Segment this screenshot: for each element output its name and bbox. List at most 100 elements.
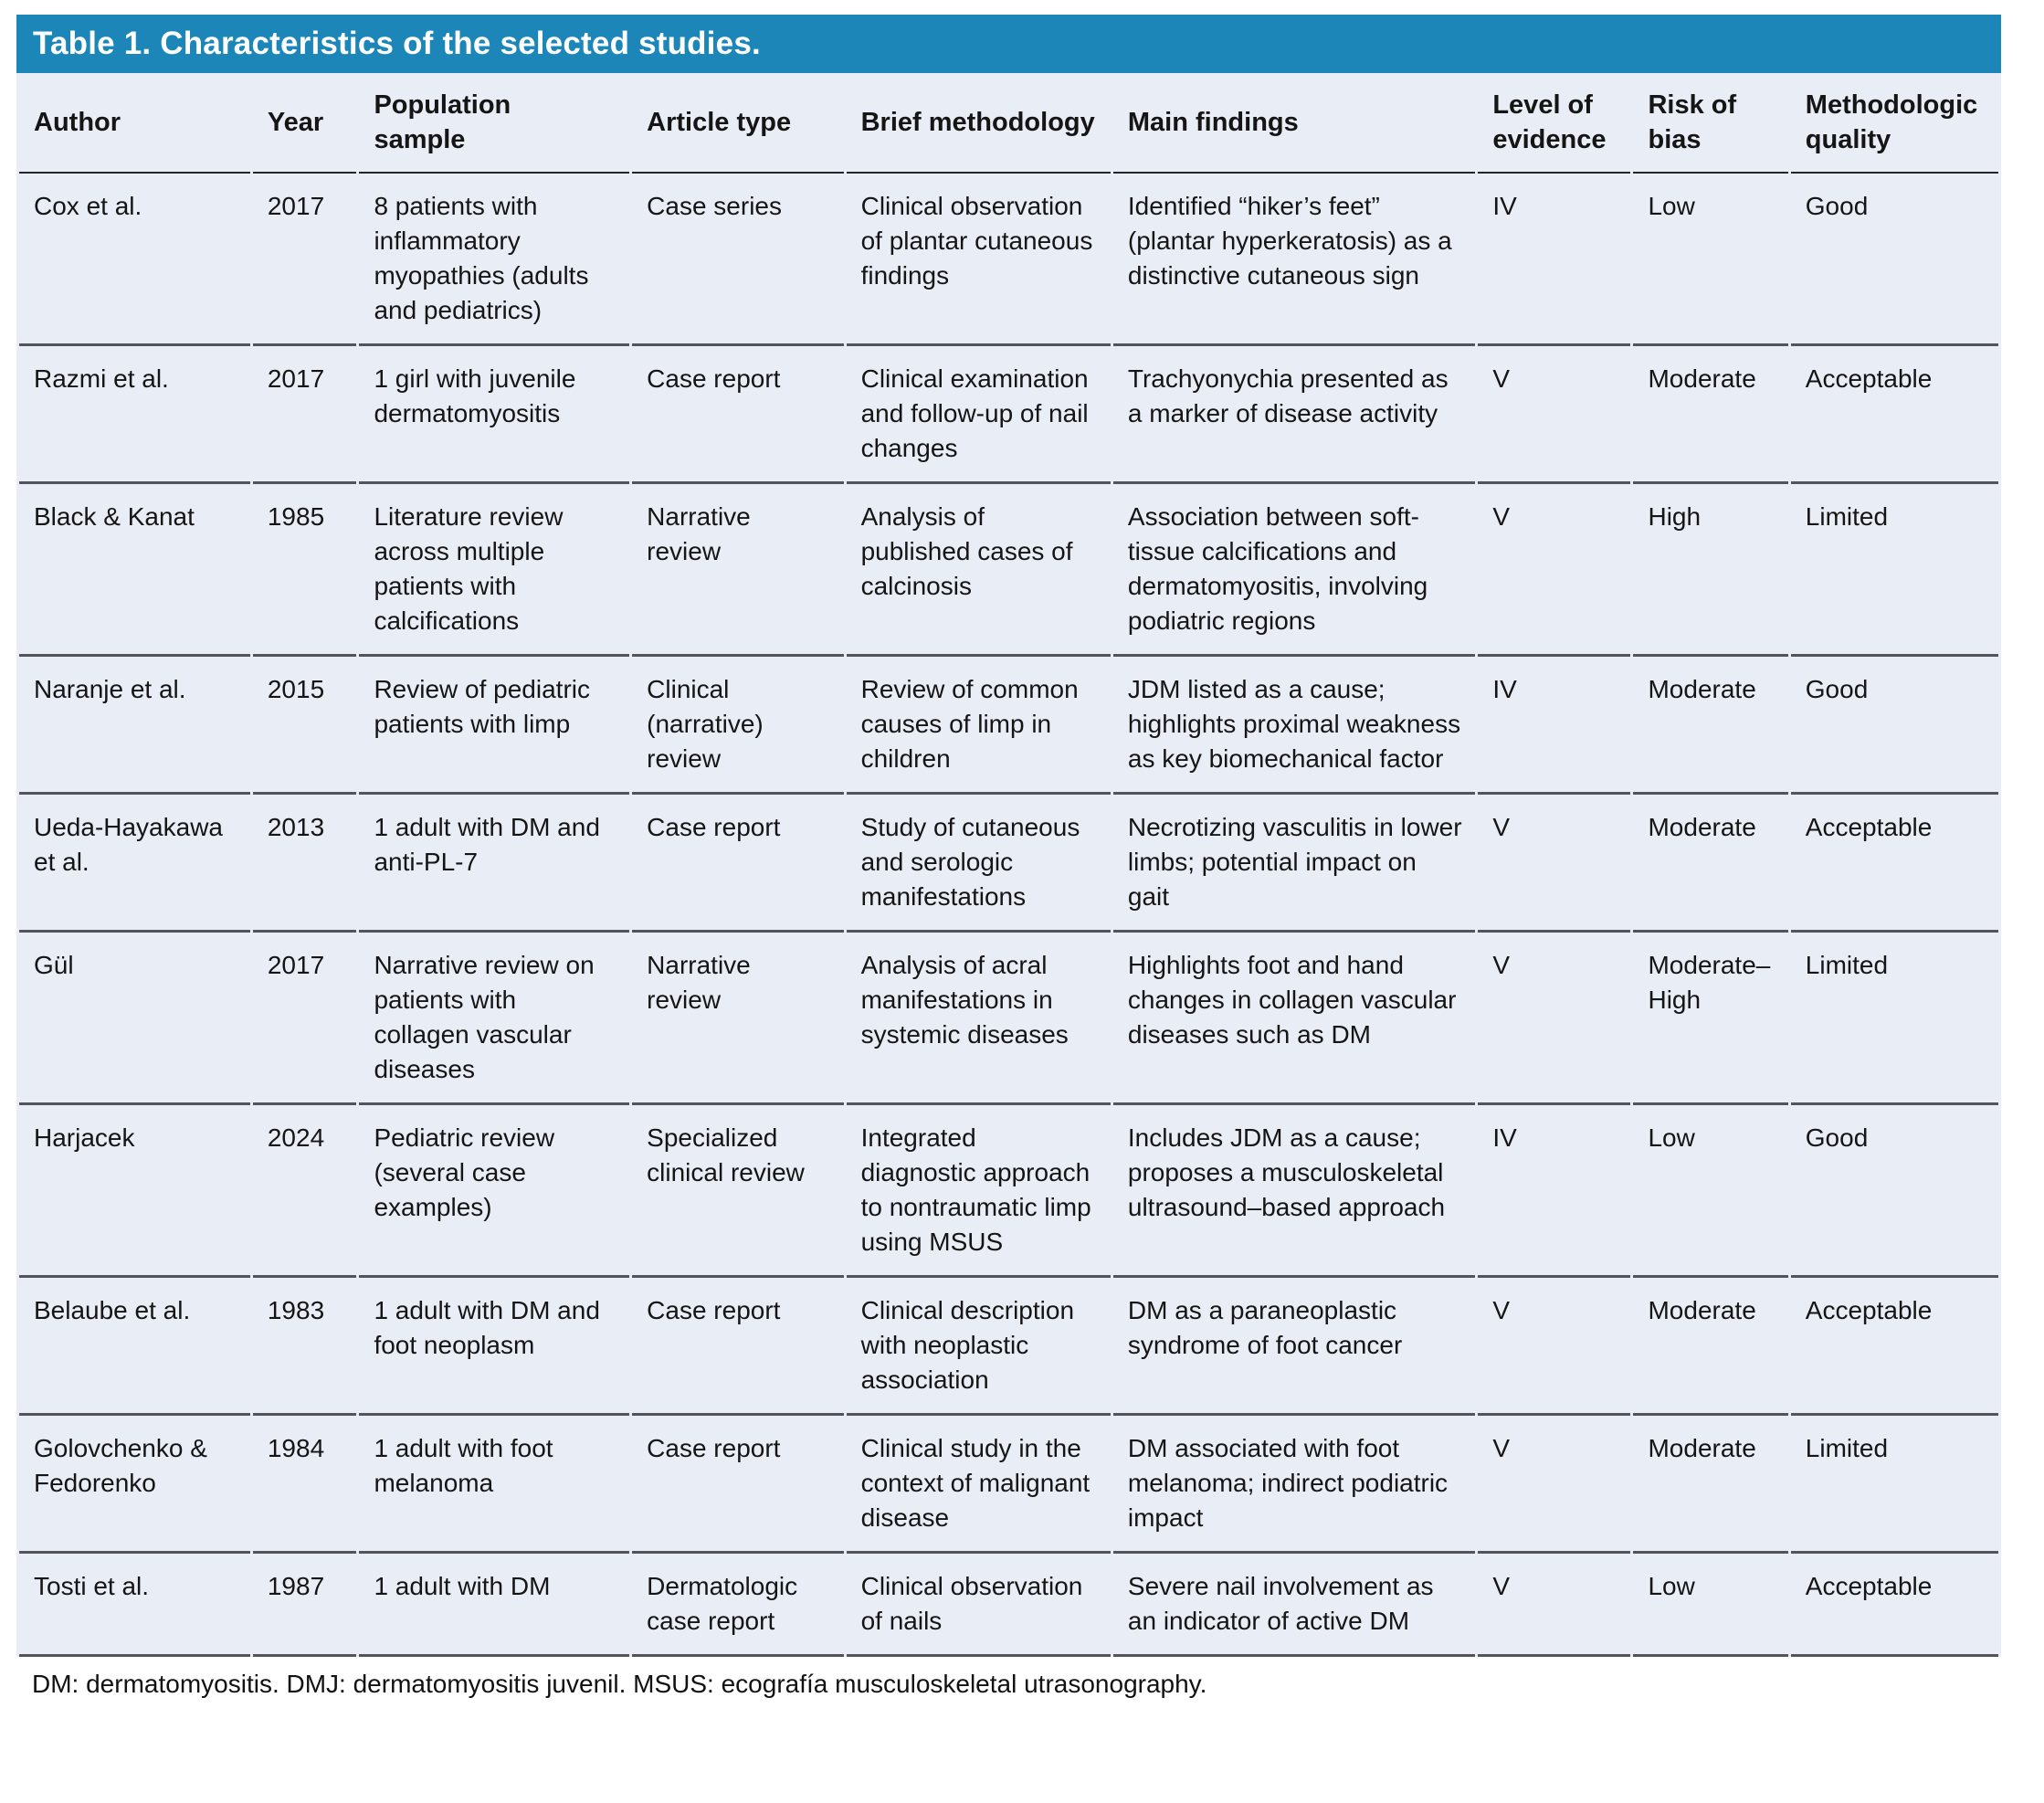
- cell-level-of-evidence: IV: [1478, 1105, 1631, 1278]
- cell-methodologic-quality: Acceptable: [1790, 346, 1998, 484]
- studies-table-card: Table 1. Characteristics of the selected…: [16, 15, 2001, 1657]
- cell-article-type: Specialized clinical review: [632, 1105, 844, 1278]
- cell-risk-of-bias: Low: [1633, 174, 1788, 346]
- cell-brief-methodology: Analysis of published cases of calcinosi…: [846, 484, 1111, 657]
- cell-brief-methodology: Clinical study in the context of maligna…: [846, 1416, 1111, 1554]
- cell-level-of-evidence: IV: [1478, 174, 1631, 346]
- cell-methodologic-quality: Acceptable: [1790, 1554, 1998, 1657]
- cell-year: 2013: [252, 795, 357, 933]
- cell-risk-of-bias: Moderate: [1633, 795, 1788, 933]
- col-header-population-sample: Population sample: [359, 73, 630, 174]
- table-row: Naranje et al. 2015 Review of pediatric pa…: [19, 657, 1998, 795]
- col-header-level-of-evidence: Level of evidence: [1478, 73, 1631, 174]
- cell-brief-methodology: Integrated diagnostic approach to nontra…: [846, 1105, 1111, 1278]
- cell-main-findings: DM associated with foot melanoma; indire…: [1112, 1416, 1476, 1554]
- cell-year: 2015: [252, 657, 357, 795]
- studies-table: Author Year Population sample Article ty…: [16, 73, 2001, 1657]
- cell-risk-of-bias: Moderate: [1633, 1416, 1788, 1554]
- cell-main-findings: DM as a paraneoplastic syndrome of foot …: [1112, 1278, 1476, 1416]
- cell-year: 1987: [252, 1554, 357, 1657]
- cell-year: 1984: [252, 1416, 357, 1554]
- cell-level-of-evidence: V: [1478, 1554, 1631, 1657]
- cell-methodologic-quality: Good: [1790, 1105, 1998, 1278]
- cell-article-type: Narrative review: [632, 484, 844, 657]
- table-row: Black & Kanat 1985 Literature review acros…: [19, 484, 1998, 657]
- cell-level-of-evidence: IV: [1478, 657, 1631, 795]
- cell-author: Gül: [19, 933, 250, 1105]
- table-row: Harjacek 2024 Pediatric review (several ca…: [19, 1105, 1998, 1278]
- cell-risk-of-bias: High: [1633, 484, 1788, 657]
- table-row: Razmi et al. 2017 1 girl with juvenile der…: [19, 346, 1998, 484]
- cell-risk-of-bias: Moderate: [1633, 346, 1788, 484]
- header-row: Author Year Population sample Article ty…: [19, 73, 1998, 174]
- cell-main-findings: Highlights foot and hand changes in coll…: [1112, 933, 1476, 1105]
- cell-main-findings: Severe nail involvement as an indicator …: [1112, 1554, 1476, 1657]
- cell-article-type: Case report: [632, 1278, 844, 1416]
- cell-article-type: Narrative review: [632, 933, 844, 1105]
- col-header-year: Year: [252, 73, 357, 174]
- cell-author: Black & Kanat: [19, 484, 250, 657]
- table-row: Ueda-Hayakawa et al. 2013 1 adult with DM …: [19, 795, 1998, 933]
- cell-level-of-evidence: V: [1478, 484, 1631, 657]
- cell-main-findings: Includes JDM as a cause; proposes a musc…: [1112, 1105, 1476, 1278]
- cell-level-of-evidence: V: [1478, 1416, 1631, 1554]
- cell-population-sample: Review of pediatric patients with limp: [359, 657, 630, 795]
- table-row: Tosti et al. 1987 1 adult with DM Dermatolo…: [19, 1554, 1998, 1657]
- cell-author: Razmi et al.: [19, 346, 250, 484]
- col-header-brief-methodology: Brief methodology: [846, 73, 1111, 174]
- cell-population-sample: Pediatric review (several case examples): [359, 1105, 630, 1278]
- cell-risk-of-bias: Low: [1633, 1105, 1788, 1278]
- cell-brief-methodology: Analysis of acral manifestations in syst…: [846, 933, 1111, 1105]
- table-row: Belaube et al. 1983 1 adult with DM and fo…: [19, 1278, 1998, 1416]
- cell-brief-methodology: Clinical examination and follow-up of na…: [846, 346, 1111, 484]
- cell-population-sample: 1 adult with DM and foot neoplasm: [359, 1278, 630, 1416]
- cell-author: Harjacek: [19, 1105, 250, 1278]
- cell-methodologic-quality: Good: [1790, 657, 1998, 795]
- cell-year: 2017: [252, 933, 357, 1105]
- cell-brief-methodology: Clinical description with neoplastic ass…: [846, 1278, 1111, 1416]
- cell-population-sample: 1 adult with foot melanoma: [359, 1416, 630, 1554]
- cell-level-of-evidence: V: [1478, 795, 1631, 933]
- cell-population-sample: 1 adult with DM and anti-PL-7: [359, 795, 630, 933]
- cell-risk-of-bias: Low: [1633, 1554, 1788, 1657]
- cell-population-sample: Literature review across multiple patien…: [359, 484, 630, 657]
- cell-risk-of-bias: Moderate: [1633, 1278, 1788, 1416]
- cell-author: Belaube et al.: [19, 1278, 250, 1416]
- cell-population-sample: 8 patients with inflammatory myopathies …: [359, 174, 630, 346]
- cell-author: Cox et al.: [19, 174, 250, 346]
- col-header-methodologic-quality: Methodologic quality: [1790, 73, 1998, 174]
- table-title: Table 1. Characteristics of the selected…: [16, 15, 2001, 73]
- cell-population-sample: 1 girl with juvenile dermatomyositis: [359, 346, 630, 484]
- table-footnote: DM: dermatomyositis. DMJ: dermatomyositi…: [32, 1670, 1207, 1698]
- cell-year: 2024: [252, 1105, 357, 1278]
- col-header-author: Author: [19, 73, 250, 174]
- cell-level-of-evidence: V: [1478, 346, 1631, 484]
- cell-level-of-evidence: V: [1478, 933, 1631, 1105]
- cell-risk-of-bias: Moderate: [1633, 657, 1788, 795]
- cell-brief-methodology: Clinical observation of plantar cutaneou…: [846, 174, 1111, 346]
- cell-level-of-evidence: V: [1478, 1278, 1631, 1416]
- cell-article-type: Dermatologic case report: [632, 1554, 844, 1657]
- table-row: Golovchenko & Fedorenko 1984 1 adult with …: [19, 1416, 1998, 1554]
- cell-year: 1983: [252, 1278, 357, 1416]
- cell-methodologic-quality: Good: [1790, 174, 1998, 346]
- cell-main-findings: Association between soft-tissue calcific…: [1112, 484, 1476, 657]
- table-row: Cox et al. 2017 8 patients with inflammato…: [19, 174, 1998, 346]
- page: Table 1. Characteristics of the selected…: [16, 15, 2001, 1698]
- cell-article-type: Case report: [632, 795, 844, 933]
- cell-methodologic-quality: Limited: [1790, 933, 1998, 1105]
- col-header-main-findings: Main findings: [1112, 73, 1476, 174]
- cell-brief-methodology: Study of cutaneous and serologic manifes…: [846, 795, 1111, 933]
- table-body: Cox et al. 2017 8 patients with inflammato…: [19, 174, 1998, 1657]
- cell-methodologic-quality: Acceptable: [1790, 1278, 1998, 1416]
- col-header-article-type: Article type: [632, 73, 844, 174]
- table-row: Gül 2017 Narrative review on patients with…: [19, 933, 1998, 1105]
- cell-author: Naranje et al.: [19, 657, 250, 795]
- cell-methodologic-quality: Limited: [1790, 484, 1998, 657]
- cell-year: 2017: [252, 346, 357, 484]
- cell-article-type: Case report: [632, 346, 844, 484]
- col-header-risk-of-bias: Risk of bias: [1633, 73, 1788, 174]
- cell-year: 2017: [252, 174, 357, 346]
- cell-year: 1985: [252, 484, 357, 657]
- cell-brief-methodology: Review of common causes of limp in child…: [846, 657, 1111, 795]
